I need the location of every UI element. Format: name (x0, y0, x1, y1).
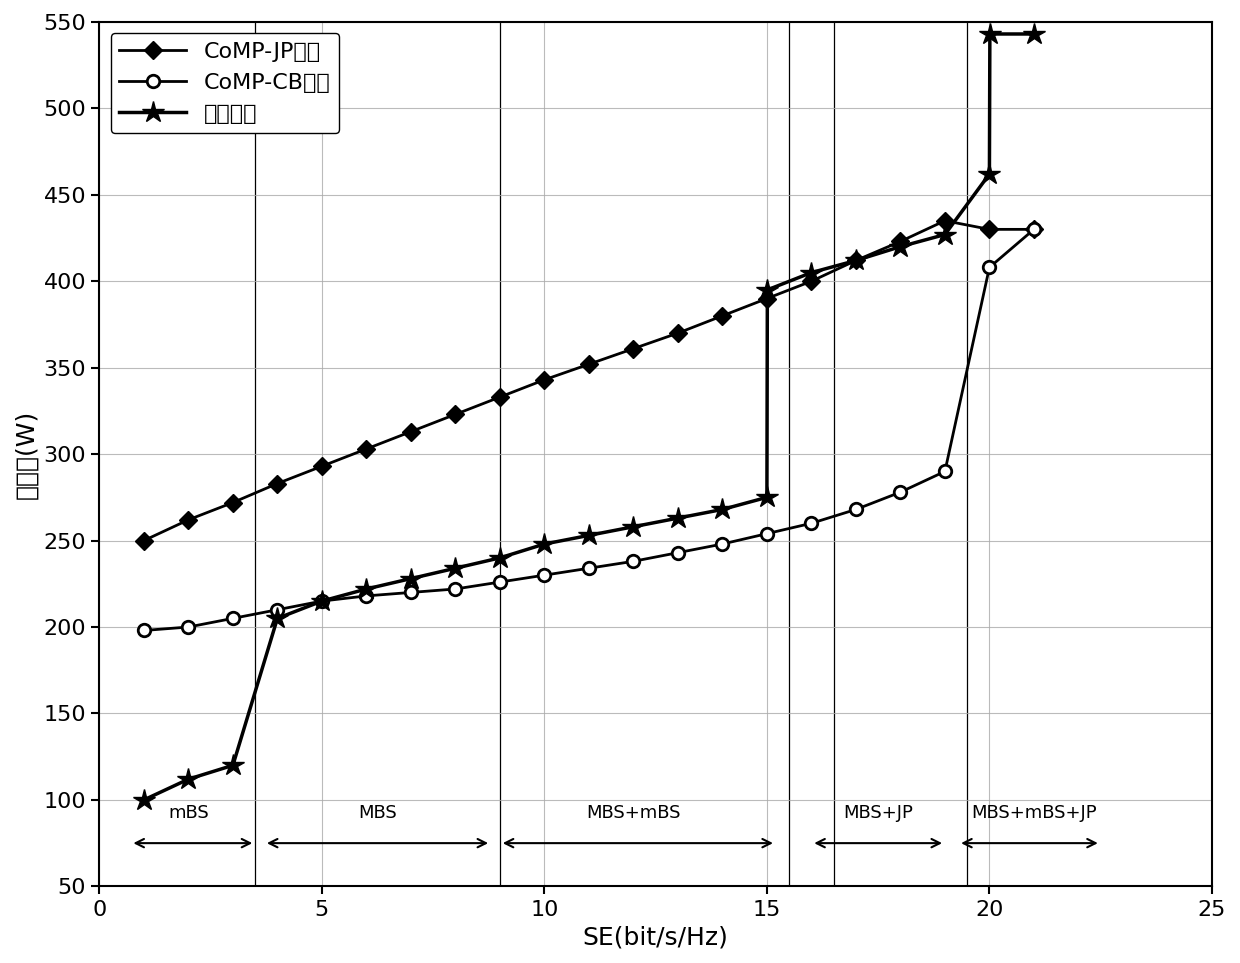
混合模式 (136, 794, 151, 806)
CoMP-CB模式 (270, 604, 285, 615)
混合模式 (358, 584, 373, 595)
CoMP-JP模式 (626, 343, 641, 354)
Line: 混合模式: 混合模式 (133, 23, 1045, 811)
Line: CoMP-JP模式: CoMP-JP模式 (138, 215, 1040, 547)
混合模式 (626, 521, 641, 533)
CoMP-JP模式 (492, 391, 507, 403)
CoMP-CB模式 (937, 466, 952, 478)
混合模式 (403, 573, 418, 585)
CoMP-JP模式 (715, 310, 730, 322)
CoMP-CB模式 (403, 586, 418, 598)
混合模式 (671, 512, 686, 524)
混合模式 (492, 552, 507, 563)
CoMP-JP模式 (582, 358, 596, 370)
CoMP-CB模式 (848, 504, 863, 515)
Text: mBS: mBS (167, 804, 208, 822)
CoMP-CB模式 (759, 528, 774, 539)
CoMP-JP模式 (893, 236, 908, 247)
CoMP-JP模式 (671, 327, 686, 339)
混合模式 (537, 538, 552, 550)
Legend: CoMP-JP模式, CoMP-CB模式, 混合模式: CoMP-JP模式, CoMP-CB模式, 混合模式 (110, 33, 340, 133)
CoMP-CB模式 (893, 486, 908, 498)
CoMP-CB模式 (671, 547, 686, 559)
混合模式 (270, 612, 285, 624)
CoMP-JP模式 (226, 497, 241, 508)
混合模式 (893, 241, 908, 252)
CoMP-JP模式 (804, 275, 818, 287)
混合模式 (759, 491, 774, 503)
CoMP-CB模式 (492, 576, 507, 587)
Text: MBS+mBS: MBS+mBS (587, 804, 681, 822)
CoMP-JP模式 (270, 478, 285, 489)
Text: MBS: MBS (358, 804, 397, 822)
CoMP-JP模式 (448, 408, 463, 420)
CoMP-CB模式 (804, 517, 818, 529)
Line: CoMP-CB模式: CoMP-CB模式 (138, 223, 1040, 637)
混合模式 (448, 562, 463, 574)
CoMP-CB模式 (582, 562, 596, 574)
CoMP-JP模式 (982, 223, 997, 235)
混合模式 (804, 267, 818, 278)
CoMP-CB模式 (1027, 223, 1042, 235)
混合模式 (982, 169, 997, 180)
CoMP-CB模式 (358, 590, 373, 602)
CoMP-JP模式 (315, 460, 330, 472)
CoMP-CB模式 (226, 612, 241, 624)
混合模式 (582, 530, 596, 541)
CoMP-JP模式 (848, 254, 863, 266)
CoMP-CB模式 (537, 569, 552, 581)
CoMP-JP模式 (403, 426, 418, 437)
CoMP-CB模式 (626, 556, 641, 567)
Y-axis label: 总功耗(W): 总功耗(W) (14, 409, 38, 499)
CoMP-CB模式 (715, 538, 730, 550)
CoMP-CB模式 (315, 595, 330, 607)
CoMP-JP模式 (358, 443, 373, 455)
CoMP-CB模式 (181, 621, 196, 633)
CoMP-JP模式 (537, 374, 552, 385)
CoMP-CB模式 (136, 625, 151, 637)
CoMP-JP模式 (759, 293, 774, 304)
混合模式 (1027, 28, 1042, 39)
CoMP-JP模式 (1027, 223, 1042, 235)
X-axis label: SE(bit/s/Hz): SE(bit/s/Hz) (583, 925, 729, 950)
Text: MBS+mBS+JP: MBS+mBS+JP (971, 804, 1096, 822)
Text: MBS+JP: MBS+JP (843, 804, 913, 822)
混合模式 (226, 760, 241, 771)
CoMP-JP模式 (181, 514, 196, 526)
混合模式 (848, 254, 863, 266)
混合模式 (181, 773, 196, 785)
混合模式 (315, 595, 330, 607)
CoMP-CB模式 (982, 262, 997, 273)
混合模式 (982, 28, 997, 39)
混合模式 (715, 504, 730, 515)
CoMP-JP模式 (136, 534, 151, 546)
混合模式 (937, 229, 952, 241)
CoMP-CB模式 (448, 584, 463, 595)
CoMP-JP模式 (937, 215, 952, 226)
混合模式 (760, 284, 775, 296)
